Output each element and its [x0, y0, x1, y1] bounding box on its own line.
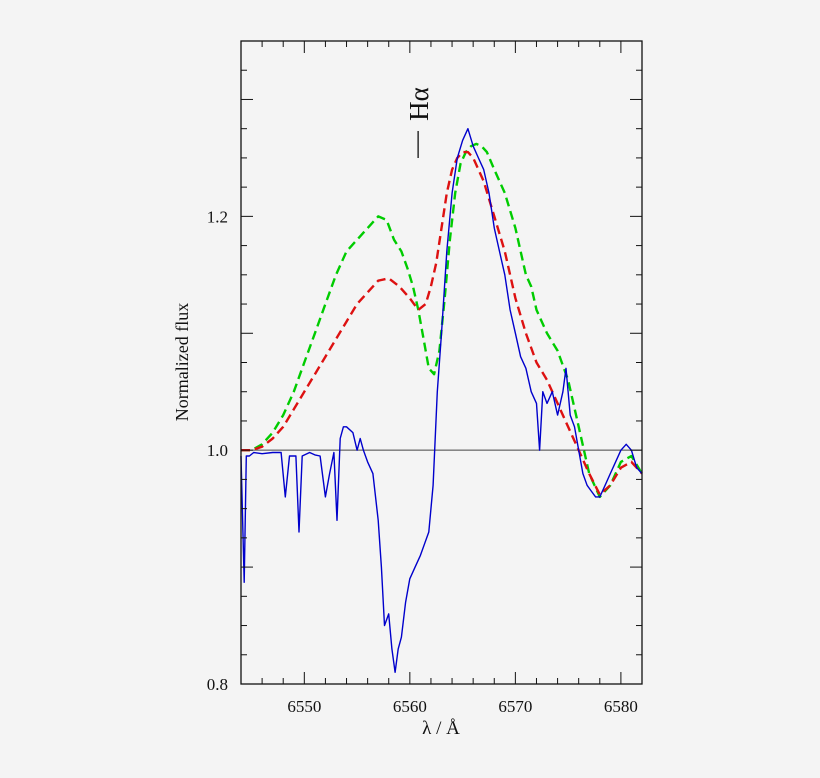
h-alpha-annotation: Hα [404, 87, 434, 158]
y-tick-label: 1.0 [207, 441, 228, 460]
h-alpha-label: Hα [404, 87, 434, 121]
series-line-observed [240, 127, 643, 673]
tick-labels-layer: 6550 6560 6570 6580 0.8 1.0 1.2 [207, 207, 638, 716]
x-axis-label: λ / Å [422, 718, 460, 739]
y-axis-label: Normalized flux [172, 303, 192, 421]
x-tick-label: 6550 [287, 697, 321, 716]
y-tick-label: 0.8 [207, 675, 228, 694]
series-line-model-red [241, 150, 643, 496]
x-tick-label: 6560 [393, 697, 427, 716]
series-line-model-green [241, 142, 644, 499]
x-tick-label: 6570 [498, 697, 532, 716]
x-tick-label: 6580 [604, 697, 638, 716]
ticks-layer [240, 40, 643, 685]
plot-area-background [241, 41, 642, 684]
series-layer [240, 127, 644, 673]
y-tick-label: 1.2 [207, 207, 228, 226]
